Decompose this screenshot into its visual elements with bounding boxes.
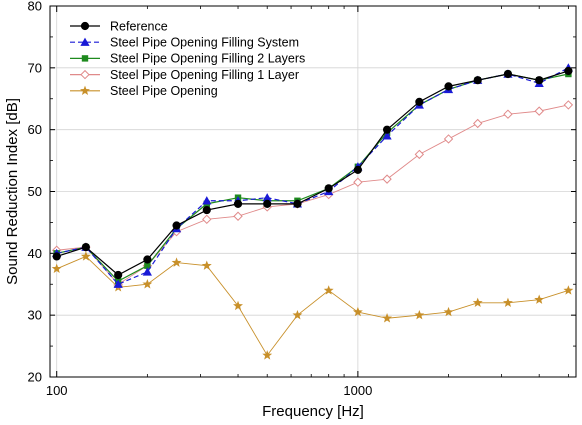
data-point (443, 134, 454, 144)
data-point (472, 297, 483, 308)
data-point (143, 255, 152, 264)
series-2 (53, 70, 572, 285)
data-point (563, 100, 574, 110)
legend-label: Steel Pipe Opening Filling 2 Layers (110, 52, 305, 66)
data-point (444, 82, 453, 91)
series-4 (51, 251, 574, 360)
data-point (201, 260, 212, 270)
y-tick-label: 30 (28, 308, 42, 323)
data-point (114, 270, 123, 280)
data-point (80, 251, 91, 261)
data-point (414, 309, 425, 320)
data-point (563, 285, 574, 295)
data-point (564, 66, 573, 76)
data-point (52, 252, 61, 261)
legend-marker (80, 37, 90, 46)
data-point (324, 184, 333, 193)
series-0 (52, 66, 573, 280)
data-point (473, 76, 482, 85)
data-point (142, 279, 153, 289)
y-tick-label: 50 (28, 184, 42, 199)
data-point (233, 199, 243, 208)
data-point (51, 263, 62, 273)
legend-marker (80, 69, 90, 80)
legend-marker (81, 55, 89, 62)
data-point (382, 174, 392, 184)
data-point (263, 199, 272, 208)
data-point (144, 262, 151, 269)
data-point (323, 285, 334, 295)
series-group (51, 63, 574, 360)
y-tick-label: 70 (28, 60, 42, 75)
data-point (262, 350, 273, 360)
data-point (534, 106, 544, 116)
series-line (56, 70, 569, 276)
legend: Reference Steel Pipe Opening Filling Syst… (70, 19, 305, 98)
data-point (293, 199, 302, 208)
data-point (503, 109, 513, 119)
data-point (262, 193, 272, 202)
data-point (535, 76, 544, 85)
data-point (382, 131, 392, 140)
x-tick-label: 100 (46, 383, 68, 398)
x-tick-label: 1000 (343, 383, 372, 398)
axes: 20 30 40 50 60 70 80 100 1000 (28, 0, 576, 398)
y-tick-label: 20 (28, 370, 42, 385)
legend-label: Steel Pipe Opening Filling 1 Layer (110, 68, 299, 82)
data-point (171, 257, 182, 267)
data-point (503, 69, 513, 79)
data-point (534, 294, 545, 304)
data-point (473, 118, 483, 129)
legend-entry: Steel Pipe Opening (70, 84, 218, 98)
data-point (172, 221, 181, 230)
data-point (81, 243, 90, 252)
legend-label: Reference (110, 19, 168, 33)
legend-marker (80, 21, 90, 31)
data-point (382, 125, 392, 134)
legend-entry: Steel Pipe Opening Filling 1 Layer (70, 68, 299, 82)
data-point (414, 149, 425, 160)
y-tick-label: 80 (28, 0, 42, 14)
data-point (352, 306, 363, 317)
legend-entry: Reference (70, 19, 168, 33)
y-tick-label: 40 (28, 246, 42, 261)
series-line (56, 255, 569, 357)
data-point (233, 211, 243, 221)
data-point (353, 177, 363, 187)
data-point (202, 214, 212, 225)
data-point (382, 313, 393, 323)
legend-marker (80, 85, 90, 96)
data-point (443, 306, 454, 317)
legend-entry: Steel Pipe Opening Filling System (70, 36, 299, 50)
data-point (415, 97, 424, 106)
data-point (292, 309, 303, 320)
legend-entry: Steel Pipe Opening Filling 2 Layers (70, 52, 305, 66)
data-point (202, 205, 211, 215)
series-line (56, 73, 569, 282)
x-axis-label: Frequency [Hz] (262, 403, 364, 420)
data-point (503, 297, 513, 308)
legend-label: Steel Pipe Opening Filling System (110, 36, 299, 50)
grid (50, 6, 576, 377)
legend-label: Steel Pipe Opening (110, 84, 218, 98)
data-point (353, 165, 362, 174)
data-point (233, 300, 243, 311)
data-point (113, 279, 123, 288)
series-line (56, 67, 569, 285)
y-axis-label: Sound Reduction Index [dB] (4, 98, 21, 285)
y-tick-label: 60 (28, 122, 42, 137)
data-point (142, 267, 152, 276)
data-point (202, 196, 212, 205)
